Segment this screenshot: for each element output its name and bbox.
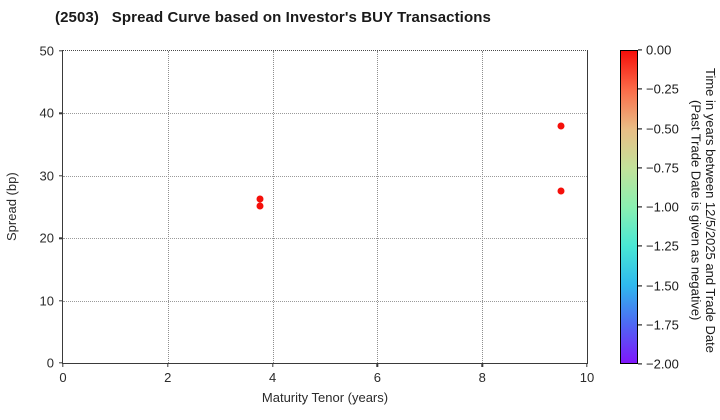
colorbar-tick-label: −1.25 bbox=[646, 238, 679, 254]
y-tick-label: 50 bbox=[39, 43, 54, 59]
colorbar-tick bbox=[638, 49, 642, 51]
colorbar-tick-label: −2.00 bbox=[646, 356, 679, 372]
colorbar-label-line2: (Past Trade Date is given as negative) bbox=[688, 99, 704, 321]
y-tick bbox=[59, 175, 63, 177]
colorbar-label-line1: Time in years between 12/5/2025 and Trad… bbox=[703, 67, 718, 353]
y-tick bbox=[59, 362, 63, 364]
y-tick bbox=[59, 299, 63, 302]
x-tick bbox=[376, 363, 379, 367]
y-tick bbox=[59, 237, 63, 239]
x-axis-label: Maturity Tenor (years) bbox=[261, 390, 389, 405]
y-tick bbox=[59, 112, 63, 115]
colorbar-gradient bbox=[620, 50, 638, 364]
colorbar-tick-label: −1.50 bbox=[646, 278, 679, 293]
x-tick bbox=[586, 363, 588, 367]
colorbar-tick bbox=[638, 245, 642, 247]
x-gridline bbox=[377, 51, 379, 363]
y-gridline bbox=[63, 300, 587, 302]
colorbar-tick bbox=[638, 206, 642, 208]
x-tick bbox=[271, 363, 274, 367]
y-axis-label: Spread (bp) bbox=[4, 172, 19, 242]
x-tick-label: 6 bbox=[373, 370, 382, 385]
data-point bbox=[557, 187, 565, 195]
y-tick bbox=[59, 50, 63, 52]
colorbar-tick-label: −1.00 bbox=[646, 199, 679, 215]
y-tick-label: 10 bbox=[39, 293, 54, 309]
colorbar-tick bbox=[638, 88, 642, 90]
y-tick-label: 20 bbox=[39, 230, 54, 246]
colorbar-tick-label: −0.75 bbox=[646, 160, 679, 176]
plot-area: 0 2 4 6 8 10 0 10 20 30 40 50 bbox=[40, 44, 595, 386]
colorbar-tick bbox=[638, 363, 642, 365]
chart-title: (2503) Spread Curve based on Investor's … bbox=[55, 9, 491, 26]
y-gridline bbox=[63, 238, 587, 240]
data-point bbox=[256, 202, 263, 210]
x-tick bbox=[62, 363, 64, 367]
colorbar-tick bbox=[638, 324, 642, 326]
colorbar-axis-label: Time in years between 12/5/2025 and Trad… bbox=[681, 0, 718, 420]
x-tick-label: 8 bbox=[478, 370, 486, 385]
colorbar-tick bbox=[638, 127, 642, 130]
x-tick bbox=[481, 363, 483, 367]
y-gridline bbox=[63, 175, 587, 177]
y-tick-label: 0 bbox=[46, 355, 54, 371]
x-tick-label: 10 bbox=[579, 370, 595, 385]
x-gridline bbox=[167, 51, 169, 363]
y-tick-label: 40 bbox=[39, 105, 54, 121]
y-gridline bbox=[63, 113, 587, 115]
colorbar-tick-label: −1.75 bbox=[646, 317, 679, 333]
colorbar: 0.00 −0.25 −0.50 −0.75 −1.00 −1.25 −1.50 −1.75 −… bbox=[620, 43, 679, 372]
colorbar-tick-label: 0.00 bbox=[646, 42, 672, 58]
colorbar-tick-label: −0.25 bbox=[646, 81, 679, 97]
colorbar-tick bbox=[638, 284, 642, 287]
x-gridline bbox=[272, 51, 274, 363]
x-gridline bbox=[482, 51, 484, 363]
x-tick-label: 4 bbox=[268, 370, 277, 385]
data-point bbox=[256, 195, 263, 203]
colorbar-tick bbox=[638, 167, 642, 169]
colorbar-tick-label: −0.50 bbox=[646, 121, 679, 136]
x-tick-label: 0 bbox=[59, 370, 67, 385]
data-point bbox=[557, 122, 565, 130]
y-tick-label: 30 bbox=[39, 168, 54, 184]
x-tick bbox=[167, 363, 169, 367]
x-tick-label: 2 bbox=[164, 370, 172, 385]
